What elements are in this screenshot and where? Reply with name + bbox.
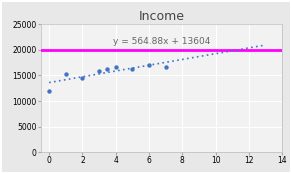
Title: Income: Income xyxy=(139,10,184,23)
Point xyxy=(105,68,110,71)
Point xyxy=(147,64,151,67)
Point xyxy=(113,66,118,69)
Point xyxy=(97,70,101,73)
Point xyxy=(163,66,168,69)
Text: y = 564.88x + 13604: y = 564.88x + 13604 xyxy=(113,37,210,46)
Point xyxy=(47,89,52,92)
Point xyxy=(130,68,135,71)
Point xyxy=(63,73,68,76)
Point xyxy=(80,77,85,79)
